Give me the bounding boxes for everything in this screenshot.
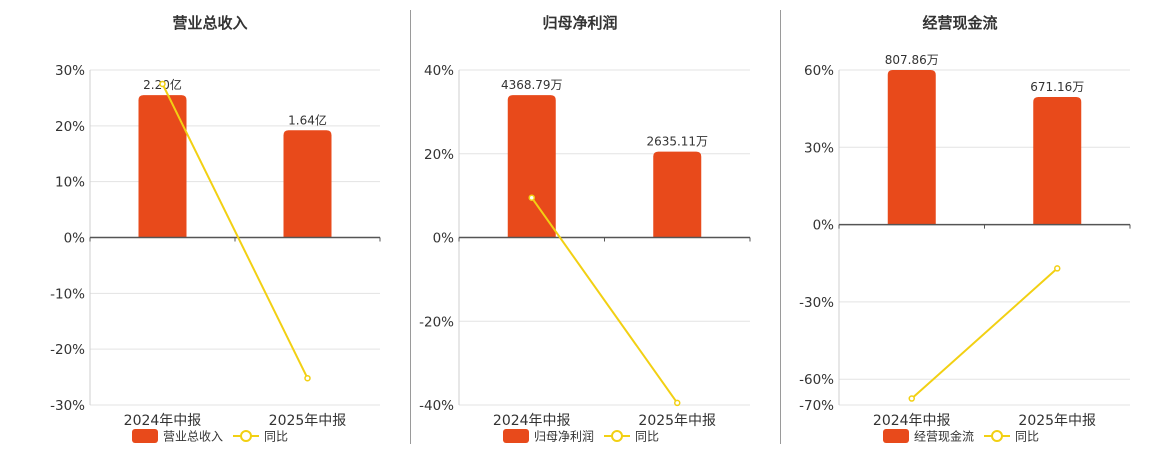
y-tick-label: -20% bbox=[50, 342, 85, 358]
y-tick-label: 0% bbox=[433, 231, 455, 247]
y-tick-label: -10% bbox=[50, 286, 85, 302]
yoy-point bbox=[528, 194, 535, 201]
y-tick-label: -30% bbox=[799, 295, 834, 311]
bar-data-label: 671.16万 bbox=[1030, 80, 1084, 94]
legend-bar-label: 营业总收入 bbox=[163, 430, 223, 444]
bar bbox=[138, 95, 187, 238]
bar-data-label: 2635.11万 bbox=[646, 135, 708, 149]
yoy-point bbox=[908, 395, 915, 402]
x-category-label: 2025年中报 bbox=[1018, 413, 1096, 429]
yoy-point bbox=[1054, 265, 1061, 272]
x-category-label: 2024年中报 bbox=[493, 413, 571, 429]
y-tick-label: -20% bbox=[419, 314, 454, 330]
yoy-point bbox=[674, 399, 681, 407]
y-tick-label: -60% bbox=[799, 372, 834, 388]
y-tick-label: 10% bbox=[55, 175, 85, 191]
y-tick-label: 0% bbox=[813, 218, 835, 234]
legend-line-marker bbox=[240, 430, 252, 442]
legend-bar-swatch bbox=[503, 429, 529, 443]
yoy-point bbox=[304, 374, 311, 382]
y-tick-label: 30% bbox=[804, 140, 834, 156]
chart-title: 营业总收入 bbox=[172, 14, 247, 32]
yoy-line bbox=[911, 267, 1058, 400]
legend-line-marker bbox=[991, 430, 1003, 442]
bar bbox=[1033, 97, 1082, 225]
x-category-label: 2024年中报 bbox=[124, 413, 202, 429]
legend-line-label: 同比 bbox=[635, 430, 659, 444]
bar-data-label: 4368.79万 bbox=[501, 78, 563, 92]
bar bbox=[653, 151, 702, 238]
x-category-label: 2025年中报 bbox=[638, 413, 716, 429]
y-tick-label: 0% bbox=[64, 231, 86, 247]
y-tick-label: -30% bbox=[50, 398, 85, 414]
x-category-label: 2024年中报 bbox=[873, 413, 951, 429]
bar-data-label: 807.86万 bbox=[885, 53, 939, 67]
bar bbox=[283, 130, 332, 238]
y-tick-label: 60% bbox=[804, 63, 834, 79]
y-tick-label: -40% bbox=[419, 398, 454, 414]
legend-line-marker bbox=[611, 430, 623, 442]
legend-bar-swatch bbox=[132, 429, 158, 443]
legend-line-label: 同比 bbox=[1015, 430, 1039, 444]
chart-title: 经营现金流 bbox=[922, 14, 997, 32]
y-tick-label: 20% bbox=[55, 119, 85, 135]
y-tick-label: 20% bbox=[424, 147, 454, 163]
y-tick-label: 30% bbox=[55, 63, 85, 79]
yoy-point bbox=[159, 80, 166, 88]
legend-bar-swatch bbox=[883, 429, 909, 443]
legend-line-label: 同比 bbox=[264, 430, 288, 444]
yoy-line bbox=[161, 83, 309, 379]
legend-bar-label: 经营现金流 bbox=[914, 429, 974, 444]
bar-data-label: 1.64亿 bbox=[288, 112, 327, 127]
panel-divider bbox=[410, 10, 411, 444]
bar bbox=[507, 95, 556, 238]
y-tick-label: 40% bbox=[424, 63, 454, 79]
chart-title: 归母净利润 bbox=[542, 14, 617, 32]
yoy-line bbox=[530, 197, 679, 404]
legend-bar-label: 归母净利润 bbox=[534, 430, 594, 444]
bar bbox=[887, 70, 936, 225]
x-category-label: 2025年中报 bbox=[269, 413, 347, 429]
panel-divider bbox=[780, 10, 781, 444]
y-tick-label: -70% bbox=[799, 398, 834, 414]
